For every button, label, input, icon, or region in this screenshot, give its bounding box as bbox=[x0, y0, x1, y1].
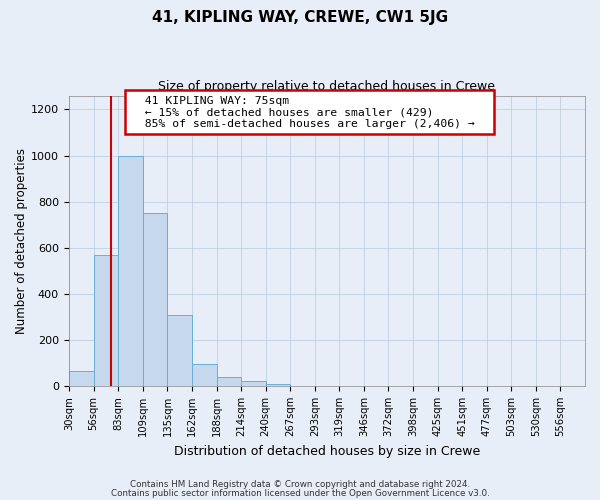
Title: Size of property relative to detached houses in Crewe: Size of property relative to detached ho… bbox=[158, 80, 496, 93]
X-axis label: Distribution of detached houses by size in Crewe: Distribution of detached houses by size … bbox=[173, 444, 480, 458]
Text: Contains public sector information licensed under the Open Government Licence v3: Contains public sector information licen… bbox=[110, 489, 490, 498]
Bar bbox=[94, 254, 118, 386]
Text: 41 KIPLING WAY: 75sqm
  ← 15% of detached houses are smaller (429)
  85% of semi: 41 KIPLING WAY: 75sqm ← 15% of detached … bbox=[131, 96, 488, 129]
Bar bbox=[266, 384, 290, 386]
Bar bbox=[143, 213, 167, 386]
Text: 41, KIPLING WAY, CREWE, CW1 5JG: 41, KIPLING WAY, CREWE, CW1 5JG bbox=[152, 10, 448, 25]
Bar bbox=[241, 382, 266, 386]
Bar bbox=[217, 377, 241, 386]
Bar bbox=[69, 371, 94, 386]
Bar bbox=[118, 156, 143, 386]
Bar bbox=[167, 314, 192, 386]
Bar bbox=[192, 364, 217, 386]
Text: Contains HM Land Registry data © Crown copyright and database right 2024.: Contains HM Land Registry data © Crown c… bbox=[130, 480, 470, 489]
Y-axis label: Number of detached properties: Number of detached properties bbox=[15, 148, 28, 334]
